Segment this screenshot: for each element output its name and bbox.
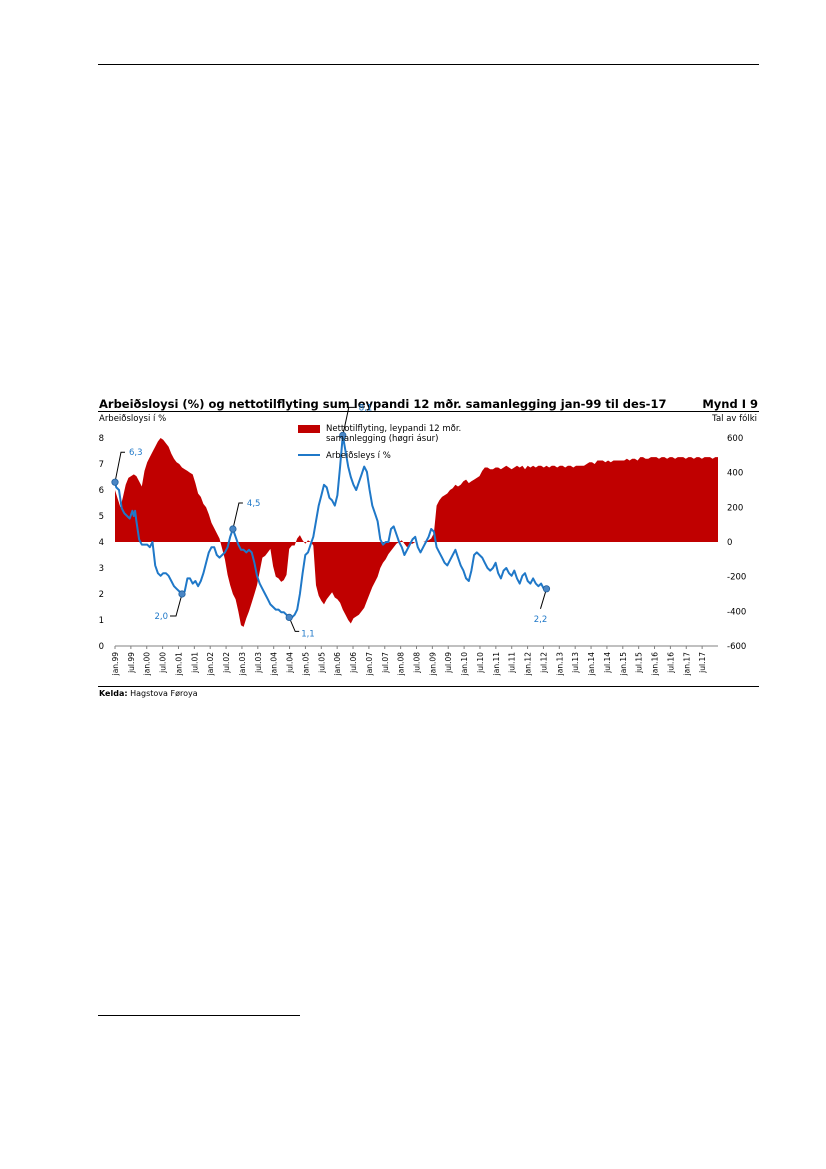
y-right-tick-label: 0 [727,538,732,548]
y-right-tick-label: -400 [727,607,746,617]
annotation-point [542,585,551,593]
x-tick-label: jul.10 [476,652,485,674]
y-left-tick-label: 5 [99,512,104,522]
x-tick-label: jul.99 [127,652,136,674]
x-tick-label: jul.12 [539,652,548,674]
x-tick-label: jan.17 [682,652,691,677]
y-left-axis-label: Arbeiðsloysi í % [99,414,166,424]
x-tick-label: jan.01 [175,652,184,677]
annotation-point [339,431,347,439]
annotation-point [111,478,119,486]
annotation-leader [288,617,300,632]
x-tick-label: jul.01 [190,652,199,674]
x-tick-label: jul.16 [666,652,675,674]
x-tick-label: jan.04 [270,652,279,677]
x-tick-label: jan.00 [143,652,152,677]
x-tick-label: jan.02 [206,652,215,677]
y-left-tick-label: 0 [99,642,104,652]
x-tick-label: jan.14 [587,652,596,677]
y-left-tick-label: 2 [99,590,104,600]
figure-number: Mynd I 9 [702,397,758,411]
x-tick-label: jan.99 [111,652,120,677]
x-tick-label: jul.17 [698,652,707,674]
figure-title-rule [98,411,759,412]
y-right-tick-label: -600 [727,642,746,652]
x-tick-label: jul.13 [571,652,580,674]
annotation-label: 1,1 [301,629,315,639]
figure-title: Arbeiðsloysi (%) og nettotilflyting sum … [99,397,667,411]
annotation-leader [170,593,183,617]
x-tick-label: jul.02 [222,652,231,674]
x-tick-label: jul.08 [413,652,422,674]
annotation-leader [232,502,243,530]
x-tick-label: jul.15 [635,652,644,674]
annotation-label: 2,2 [534,615,548,625]
x-tick-label: jan.05 [301,652,310,677]
series-net-migration-area [115,438,718,627]
x-tick-label: jan.08 [397,652,406,677]
x-tick-label: jan.03 [238,652,247,677]
page-top-rule [98,64,759,65]
y-left-tick-label: 1 [99,616,104,626]
x-tick-label: jan.07 [365,652,374,677]
footnote-rule [98,1015,300,1016]
x-tick-label: jan.13 [555,652,564,677]
source-text: Hagstova Føroya [130,689,198,698]
x-tick-label: jul.09 [444,652,453,674]
annotation-leader [114,451,125,483]
annotation-label: 4,5 [247,499,261,509]
annotation-point [229,525,237,533]
x-tick-label: jan.16 [651,652,660,677]
annotation-label: 2,0 [154,612,168,622]
y-left-tick-label: 8 [99,434,104,444]
annotation-label: 6,3 [129,448,143,458]
legend-label-area-line1: Nettotilflyting, leypandi 12 mðr. [326,424,461,434]
y-right-tick-label: 200 [727,503,743,513]
y-right-axis-label: Tal av fólki [711,413,757,424]
y-right-tick-label: -200 [727,573,746,583]
figure-source: Kelda: Hagstova Føroya [99,689,198,698]
y-left-tick-label: 4 [99,538,104,548]
y-left-tick-label: 6 [99,486,104,496]
legend-swatch-area [298,425,320,433]
figure-bottom-rule [98,686,759,687]
x-tick-label: jul.06 [349,652,358,674]
x-tick-label: jan.15 [619,652,628,677]
x-tick-label: jan.10 [460,652,469,677]
x-tick-label: jan.06 [333,652,342,677]
source-label: Kelda: [99,689,128,698]
x-tick-label: jan.12 [524,652,533,677]
annotation-point [178,590,186,598]
annotation-point [285,613,293,622]
x-tick-label: jul.04 [286,652,295,674]
y-right-tick-label: 400 [727,469,743,479]
y-left-tick-label: 3 [99,564,104,574]
x-tick-label: jul.11 [508,652,517,674]
x-tick-label: jul.00 [159,652,168,674]
legend-label-line: Arbeiðsleys í % [326,451,391,461]
annotation-label: 8,1 [359,403,373,413]
x-tick-label: jul.14 [603,652,612,674]
x-tick-label: jul.03 [254,652,263,674]
annotation-leader [342,406,355,436]
x-tick-label: jul.05 [317,652,326,674]
x-tick-label: jan.11 [492,652,501,677]
legend-label-area-line2: samanlegging (høgri ásur) [326,434,438,444]
y-right-tick-label: 600 [727,434,743,444]
y-left-tick-label: 7 [99,460,104,470]
x-tick-label: jan.09 [428,652,437,677]
x-tick-label: jul.07 [381,652,390,674]
